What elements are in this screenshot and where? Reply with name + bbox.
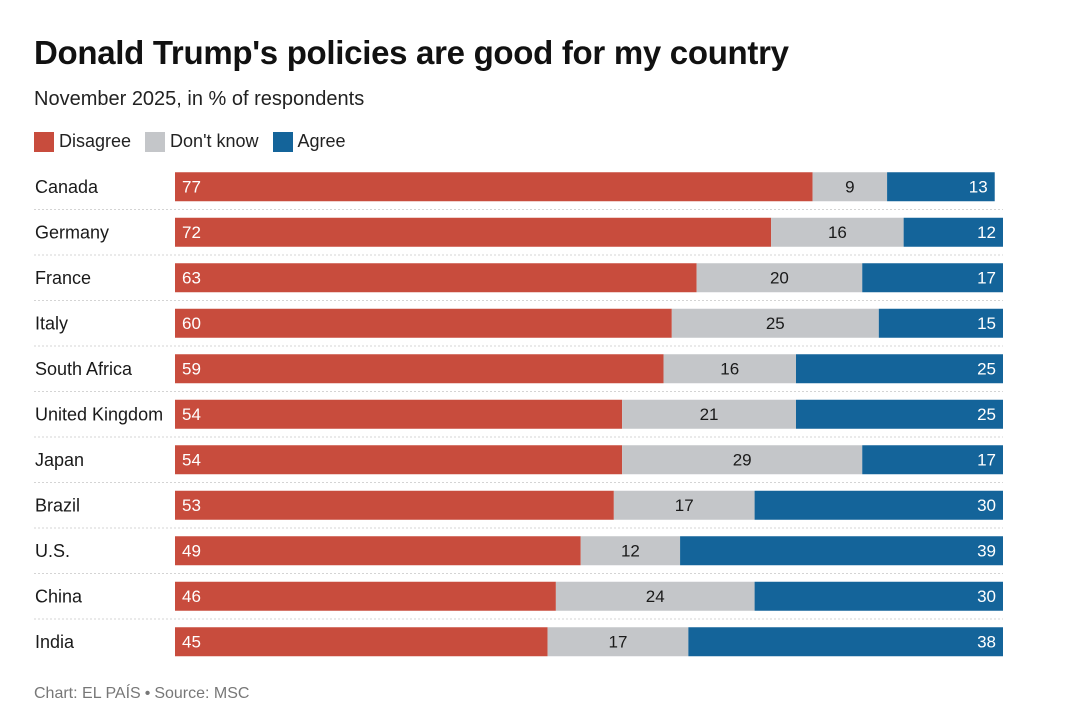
value-label-don-t-know-germany: 16 [828,223,847,242]
value-label-don-t-know-brazil: 17 [675,496,694,515]
bar-don-t-know-japan [622,445,863,475]
chart-footer: Chart: EL PAÍS • Source: MSC [34,685,249,703]
category-label-italy: Italy [35,313,68,333]
bar-don-t-know-italy [671,308,879,338]
value-label-agree-japan: 17 [977,450,996,469]
value-label-agree-france: 17 [977,268,996,287]
legend-swatch-dont-know [145,131,166,152]
legend-swatch-disagree [34,131,54,152]
value-label-agree-u-s: 39 [977,541,996,560]
category-label-south-africa: South Africa [35,359,133,379]
value-label-disagree-india: 45 [182,632,201,651]
bar-agree-germany [903,217,1003,247]
category-label-germany: Germany [35,222,109,242]
chart-credit: Chart: EL PAÍS [34,685,141,702]
legend-swatch-agree [272,131,293,152]
value-label-don-t-know-japan: 29 [733,450,752,469]
category-label-japan: Japan [35,450,84,470]
bar-disagree-india [175,627,548,657]
bar-agree-italy [878,308,1003,338]
value-label-don-t-know-united-kingdom: 21 [700,405,719,424]
bar-agree-u-s [680,536,1003,566]
category-label-france: France [35,268,91,288]
value-label-agree-canada: 13 [969,177,988,196]
value-label-agree-india: 38 [977,632,996,651]
bar-disagree-france [175,263,697,293]
chart-source: Source: MSC [154,685,250,702]
bar-agree-brazil [754,490,1003,520]
category-label-canada: Canada [35,177,99,197]
legend-label-disagree: Disagree [59,131,132,151]
bar-disagree-canada [175,172,813,202]
category-label-india: India [35,632,75,652]
bar-don-t-know-brazil [613,490,755,520]
value-label-don-t-know-u-s: 12 [621,541,640,560]
bar-don-t-know-canada [812,172,888,202]
value-label-disagree-japan: 54 [182,450,201,469]
legend-item-dont-know: Don't know [145,131,259,152]
legend-label-dont-know: Don't know [170,131,259,151]
value-label-agree-south-africa: 25 [977,359,996,378]
bar-agree-united-kingdom [796,399,1003,429]
bar-disagree-south-africa [175,354,664,384]
value-label-don-t-know-south-africa: 16 [720,359,739,378]
value-label-agree-germany: 12 [977,223,996,242]
bar-don-t-know-united-kingdom [622,399,796,429]
bar-agree-south-africa [796,354,1003,384]
value-label-don-t-know-china: 24 [646,587,665,606]
value-label-disagree-canada: 77 [182,177,201,196]
bar-don-t-know-india [547,627,689,657]
bar-disagree-italy [175,308,672,338]
value-label-agree-china: 30 [977,587,996,606]
bar-disagree-united-kingdom [175,399,623,429]
value-label-disagree-france: 63 [182,268,201,287]
value-label-disagree-united-kingdom: 54 [182,405,201,424]
value-label-agree-brazil: 30 [977,496,996,515]
category-label-united-kingdom: United Kingdom [35,404,163,424]
value-label-don-t-know-italy: 25 [766,314,785,333]
value-label-don-t-know-canada: 9 [845,177,854,196]
legend: Disagree Don't know Agree [34,131,360,152]
chart-title: Donald Trump's policies are good for my … [34,34,789,71]
bar-disagree-brazil [175,490,614,520]
bar-agree-canada [887,172,995,202]
bar-don-t-know-china [555,581,755,611]
value-label-don-t-know-india: 17 [609,632,628,651]
value-label-don-t-know-france: 20 [770,268,789,287]
value-label-disagree-brazil: 53 [182,496,201,515]
category-label-u-s: U.S. [35,541,70,561]
bar-disagree-china [175,581,556,611]
bar-agree-china [754,581,1003,611]
value-label-disagree-china: 46 [182,587,201,606]
bar-disagree-u-s [175,536,581,566]
legend-item-agree: Agree [272,131,346,152]
bar-agree-india [688,627,1003,657]
value-label-disagree-u-s: 49 [182,541,201,560]
category-label-brazil: Brazil [35,495,80,515]
bar-don-t-know-u-s [580,536,681,566]
bar-agree-france [862,263,1003,293]
value-label-agree-united-kingdom: 25 [977,405,996,424]
bar-disagree-japan [175,445,623,475]
bar-don-t-know-france [696,263,863,293]
value-label-disagree-germany: 72 [182,223,201,242]
legend-item-disagree: Disagree [34,131,131,152]
bar-disagree-germany [175,217,772,247]
bar-don-t-know-germany [771,217,904,247]
footer-separator: • [144,685,151,702]
value-label-agree-italy: 15 [977,314,996,333]
category-label-china: China [35,586,83,606]
chart-subtitle: November 2025, in % of respondents [34,88,365,110]
bar-agree-japan [862,445,1003,475]
legend-label-agree: Agree [297,131,346,151]
bar-don-t-know-south-africa [663,354,796,384]
value-label-disagree-italy: 60 [182,314,201,333]
value-label-disagree-south-africa: 59 [182,359,201,378]
